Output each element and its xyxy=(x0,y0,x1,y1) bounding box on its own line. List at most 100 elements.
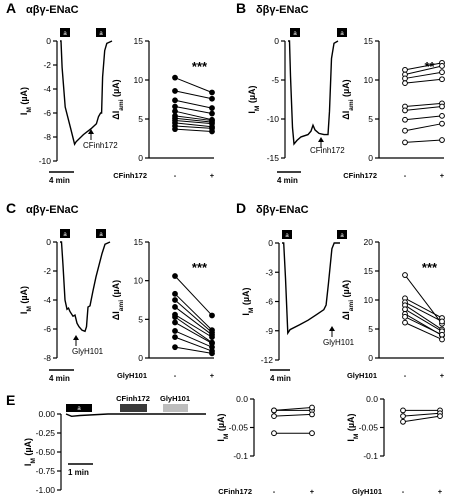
trace-b-line xyxy=(288,40,339,146)
pair-a-point-after-0 xyxy=(209,89,215,96)
pair-a-category-0: - xyxy=(174,171,177,180)
pair-c-point-before-8 xyxy=(172,334,178,341)
trace-c-yaxis-tick-label: -8 xyxy=(43,353,51,363)
trace-b-annotation: CFinh172 xyxy=(310,146,345,155)
trace-e-ylabel: IM (µA) xyxy=(23,438,37,466)
trace-e-yaxis-tick-label: 0.00 xyxy=(38,409,55,419)
pair-a-link-10 xyxy=(174,128,213,132)
trace-b-amiloride-label-1: a xyxy=(293,31,297,37)
trace-c-amiloride-box-1 xyxy=(60,229,70,238)
pair-e2-link-2 xyxy=(402,415,441,423)
trace-e-yaxis-tick-label: -0.50 xyxy=(36,447,56,457)
pair-b-link-4 xyxy=(404,102,443,108)
pair-a-link-5 xyxy=(174,115,213,122)
trace-d-arrow-head xyxy=(329,326,335,331)
pair-b-significance: ** xyxy=(424,59,435,74)
pair-e1-link-2 xyxy=(273,413,313,417)
pair-a-link-3 xyxy=(174,106,213,115)
panel-title-d: δβγ-ENaC xyxy=(256,204,309,216)
trace-a-scalebar-label: 4 min xyxy=(49,176,70,185)
panel-title-b: δβγ-ENaC xyxy=(256,4,309,16)
trace-c-line xyxy=(60,241,111,333)
pair-c-ytick-label: 5 xyxy=(138,314,143,324)
pair-c-category-0: - xyxy=(174,371,177,380)
trace-e-line xyxy=(65,413,206,418)
pair-c-point-after-0 xyxy=(209,312,215,319)
pair-a-link-8 xyxy=(174,122,213,128)
pair-b-point-after-2 xyxy=(439,69,445,76)
pair-c-point-before-0 xyxy=(172,273,178,279)
pair-c-significance: *** xyxy=(192,260,208,275)
pair-e2-xlabel: GlyH101 xyxy=(352,487,382,496)
pair-c-point-before-9 xyxy=(172,344,178,351)
pair-c-point-before-2 xyxy=(172,297,178,303)
pair-b-point-after-6 xyxy=(439,112,445,119)
trace-c-annotation: GlyH101 xyxy=(72,347,104,356)
trace-d-yaxis-tick-label: -3 xyxy=(265,267,273,277)
pair-a-point-after-3 xyxy=(209,110,215,117)
trace-b-amiloride-label-2: a xyxy=(340,31,344,37)
pair-e1-point-after-1 xyxy=(309,404,315,411)
pair-c-point-before-1 xyxy=(172,290,178,297)
trace-d-yaxis-tick-label: -6 xyxy=(265,297,273,307)
pair-e2-point-after-2 xyxy=(437,413,443,420)
pair-d-ytick-label: 10 xyxy=(364,295,374,305)
pair-b-point-before-7 xyxy=(402,127,408,134)
pair-e2-point-before-1 xyxy=(400,413,406,420)
pair-b-link-8 xyxy=(404,139,443,143)
trace-e-yaxis-tick-label: -1.00 xyxy=(36,485,56,495)
trace-a-yaxis-tick-label: -6 xyxy=(43,108,51,118)
panel-letter-b: B xyxy=(236,0,246,16)
pair-c-link-8 xyxy=(174,336,213,352)
panel-letter-a: A xyxy=(6,0,16,16)
pair-b-category-0: - xyxy=(404,171,407,180)
trace-b-yaxis-tick-label: -15 xyxy=(267,153,280,163)
trace-d-amiloride-label-1: a xyxy=(285,233,289,239)
pair-a-point-after-1 xyxy=(209,95,215,102)
pair-e1-ylabel: IM (µA) xyxy=(216,413,230,441)
trace-c-yaxis-tick-label: 0 xyxy=(46,237,51,247)
pair-c-link-3 xyxy=(174,306,213,336)
pair-c-link-6 xyxy=(174,321,213,344)
pair-d-ytick-label: 5 xyxy=(368,324,373,334)
panel-letter-d: D xyxy=(236,200,246,216)
pair-d-point-before-0 xyxy=(402,272,408,278)
pair-d-link-0 xyxy=(404,274,443,325)
trace-a-yaxis-tick-label: -4 xyxy=(43,84,51,94)
pair-e1-point-before-2 xyxy=(271,413,277,420)
pair-e2-point-before-0 xyxy=(400,407,406,414)
pair-b-point-before-5 xyxy=(402,107,408,114)
pair-e1-point-before-3 xyxy=(271,430,277,437)
trace-b-yaxis-tick-label: -10 xyxy=(267,114,280,124)
pair-c-ytick-label: 10 xyxy=(134,276,144,286)
pair-d-ylabel: ΔIami (µA) xyxy=(341,280,355,320)
pair-b-link-0 xyxy=(404,62,443,71)
trace-e-amiloride-bar xyxy=(66,404,92,412)
pair-c-link-2 xyxy=(174,299,213,333)
trace-d-yaxis-tick-label: 0 xyxy=(268,238,273,248)
pair-e1-xlabel: CFinh172 xyxy=(218,487,252,496)
pair-b-point-after-3 xyxy=(439,76,445,83)
pair-c-link-4 xyxy=(174,314,213,338)
pair-c-xlabel: GlyH101 xyxy=(117,371,147,380)
pair-d-link-6 xyxy=(404,316,443,336)
trace-d-ylabel: IM (µA) xyxy=(241,287,255,315)
pair-d-ytick-label: 15 xyxy=(364,266,374,276)
pair-e1-point-before-1 xyxy=(271,407,277,414)
pair-a-ytick-label: 10 xyxy=(134,75,144,85)
pair-e1-ytick-label: 0.0 xyxy=(236,394,248,404)
trace-a-annotation: CFinh172 xyxy=(83,141,118,150)
pair-e2-ytick-label: -0.05 xyxy=(359,423,379,433)
pair-b-ytick-label: 5 xyxy=(368,114,373,124)
trace-e-amiloride-label: a xyxy=(77,406,81,412)
pair-e1-ytick-label: -0.05 xyxy=(229,423,249,433)
trace-a-yaxis-tick-label: -10 xyxy=(39,156,52,166)
pair-b-link-1 xyxy=(404,65,443,76)
pair-a-ytick-label: 15 xyxy=(134,36,144,46)
trace-b-ylabel: IM (µA) xyxy=(247,85,261,113)
pair-e1-point-after-2 xyxy=(309,411,315,418)
pair-d-link-2 xyxy=(404,301,443,322)
pair-e2-ytick-label: 0.0 xyxy=(366,394,378,404)
trace-d-amiloride-box-1 xyxy=(282,230,292,239)
pair-a-point-before-2 xyxy=(172,97,178,104)
